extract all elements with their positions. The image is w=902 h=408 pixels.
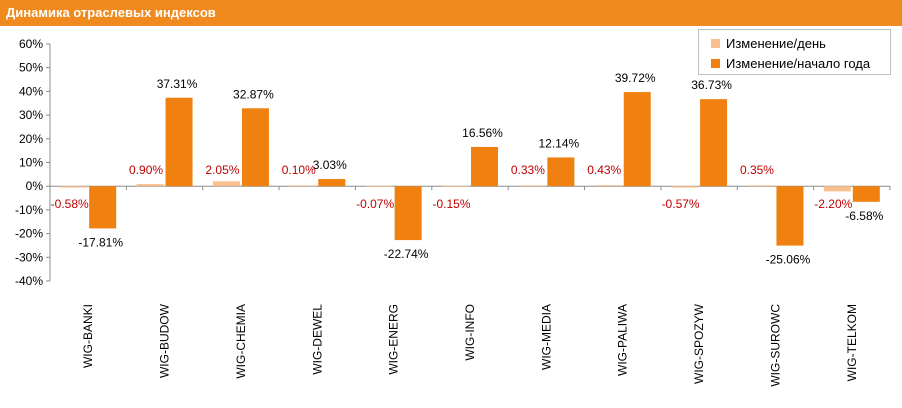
bar-ytd [547, 157, 575, 187]
data-label-ytd: -25.06% [766, 253, 811, 267]
category-label: WIG-BUDOW [158, 303, 172, 378]
data-label-ytd: -6.58% [845, 209, 883, 223]
bar-daily [823, 186, 851, 192]
category-label: WIG-DEWEL [310, 304, 324, 375]
data-label-ytd: 3.03% [313, 158, 347, 172]
legend-swatch-daily [711, 38, 720, 48]
y-tick-label: -10% [15, 203, 43, 217]
category-label: WIG-SPOZYW [692, 303, 706, 384]
bar-ytd [318, 179, 346, 187]
data-label-ytd: 36.73% [691, 78, 732, 92]
data-label-daily: 0.90% [129, 163, 163, 177]
data-label-daily: 0.35% [740, 163, 774, 177]
data-label-daily: -0.15% [432, 197, 470, 211]
category-label: WIG-ENERG [387, 304, 401, 375]
bar-daily [289, 185, 317, 187]
y-tick-label: 40% [19, 84, 43, 98]
bar-ytd [623, 92, 651, 187]
y-tick-label: 30% [19, 108, 43, 122]
bar-ytd [165, 97, 193, 187]
header-bar: Динамика отраслевых индексов [0, 0, 902, 26]
bar-daily [60, 186, 88, 188]
y-tick-label: 10% [19, 156, 43, 170]
data-label-ytd: 39.72% [615, 71, 656, 85]
bar-daily [671, 186, 699, 188]
legend-label-ytd: Изменение/начало года [726, 55, 871, 71]
bar-ytd [471, 146, 498, 187]
y-tick-label: 50% [19, 61, 43, 75]
bar-ytd [241, 108, 269, 187]
data-label-daily: -0.58% [51, 197, 89, 211]
category-label: WIG-PALIWA [616, 304, 630, 376]
category-label: WIG-CHEMIA [234, 304, 248, 379]
bar-ytd [776, 186, 804, 246]
bar-ytd [852, 186, 880, 202]
category-label: WIG-SUROWC [768, 304, 782, 387]
category-label: WIG-MEDIA [539, 304, 553, 370]
data-label-ytd: 12.14% [539, 136, 580, 150]
bar-daily [594, 185, 622, 187]
data-label-ytd: -22.74% [384, 247, 429, 261]
y-tick-label: 20% [19, 132, 43, 146]
category-label: WIG-BANKI [81, 304, 95, 368]
legend-item-daily: Изменение/день [711, 35, 826, 51]
bar-ytd [700, 99, 728, 187]
data-label-daily: -2.20% [814, 197, 852, 211]
y-tick-label: -30% [15, 250, 43, 264]
bar-ytd [394, 186, 422, 241]
data-label-ytd: -17.81% [78, 235, 123, 249]
bar-daily [212, 181, 240, 187]
data-label-daily: 0.33% [511, 163, 545, 177]
data-label-ytd: 37.31% [157, 77, 198, 91]
bar-daily [365, 186, 393, 187]
bar-daily [442, 186, 469, 187]
legend-swatch-ytd [711, 58, 720, 68]
legend-label-daily: Изменение/день [726, 35, 826, 51]
data-label-ytd: 16.56% [462, 126, 503, 140]
y-tick-label: 0% [26, 179, 44, 193]
y-tick-label: -20% [15, 227, 43, 241]
data-label-ytd: 32.87% [233, 87, 274, 101]
bar-ytd [89, 186, 117, 229]
chart-legend: Изменение/день Изменение/начало года [698, 29, 891, 75]
chart-title: Динамика отраслевых индексов [6, 5, 216, 20]
category-label: WIG-INFO [463, 304, 477, 361]
data-label-daily: 2.05% [205, 163, 239, 177]
y-tick-label: 60% [19, 37, 43, 51]
bar-daily [518, 185, 546, 187]
bar-daily [136, 184, 164, 187]
data-label-daily: 0.43% [587, 163, 621, 177]
data-label-daily: -0.07% [356, 197, 394, 211]
data-label-daily: 0.10% [282, 163, 316, 177]
legend-item-ytd: Изменение/начало года [711, 55, 870, 71]
category-label: WIG-TELKOM [845, 304, 859, 381]
bar-daily [747, 185, 775, 187]
data-label-daily: -0.57% [662, 197, 700, 211]
y-tick-label: -40% [15, 274, 43, 288]
